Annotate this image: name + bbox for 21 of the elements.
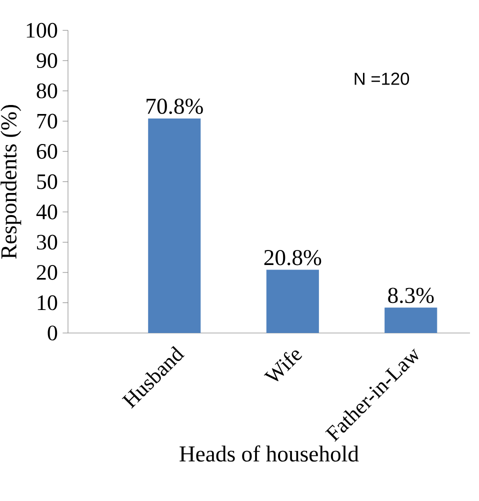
y-tick-label: 90: [36, 53, 58, 68]
bar: [148, 118, 201, 333]
y-tick-label: 40: [36, 204, 58, 220]
bar: [384, 308, 438, 333]
data-label: 70.8%: [146, 98, 203, 114]
y-tick-label: 70: [37, 114, 58, 129]
y-tick-label: 100: [26, 22, 58, 38]
x-axis-title: Heads of household: [180, 445, 359, 462]
y-tick-label: 20: [36, 265, 58, 280]
y-tick-label: 80: [36, 83, 58, 98]
y-tick-label: 0: [48, 326, 58, 340]
y-tick-label: 10: [38, 295, 58, 310]
annotation: N =120: [354, 72, 410, 85]
y-tick-label: 60: [36, 144, 58, 159]
y-tick-label: 30: [37, 234, 58, 250]
y-tick-label: 50: [37, 174, 58, 190]
data-label: 20.8%: [264, 250, 322, 266]
y-axis-title: Respondents (%): [0, 104, 22, 259]
x-tick-label: Wife: [264, 350, 302, 382]
data-label: 8.3%: [388, 288, 434, 304]
bar: [266, 270, 319, 333]
